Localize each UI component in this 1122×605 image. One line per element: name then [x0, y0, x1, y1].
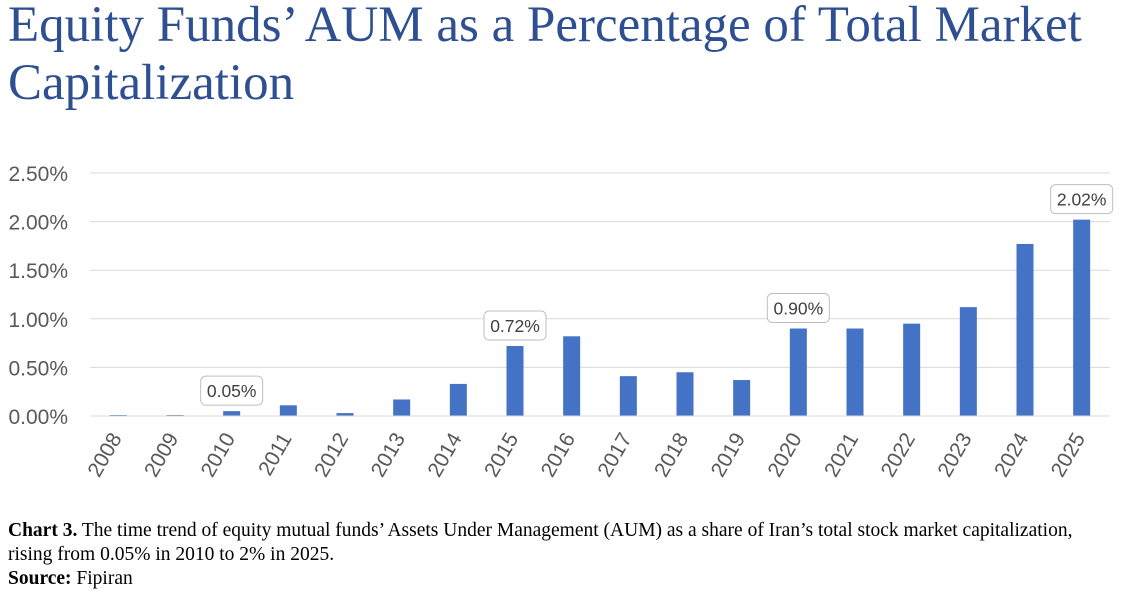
- bar-2019: [733, 380, 751, 416]
- bar-2021: [846, 328, 864, 416]
- source-label: Source:: [8, 568, 72, 589]
- bar-2016: [563, 336, 581, 416]
- chart-caption: Chart 3. The time trend of equity mutual…: [8, 519, 1108, 591]
- bar-2018: [676, 372, 694, 416]
- x-tick-label: 2010: [197, 429, 240, 481]
- data-label-box: [1050, 184, 1114, 215]
- x-tick-label: 2009: [140, 429, 183, 481]
- x-tick-label: 2015: [480, 429, 523, 481]
- bar-2013: [393, 399, 411, 416]
- source-text: Fipiran: [71, 568, 133, 589]
- data-label-2015: 0.72%: [483, 310, 547, 341]
- source-line: Source: Fipiran: [8, 567, 1108, 591]
- y-tick-label: 2.00%: [8, 212, 68, 235]
- bar-2017: [619, 376, 637, 416]
- x-tick-label: 2018: [650, 429, 693, 481]
- data-label-box: [483, 310, 547, 341]
- bar-2020: [789, 328, 807, 416]
- caption-text: The time trend of equity mutual funds’ A…: [8, 520, 1073, 565]
- x-tick-label: 2012: [310, 429, 353, 481]
- x-tick-label: 2020: [763, 429, 806, 481]
- x-tick-label: 2016: [537, 429, 580, 481]
- data-label-text: 0.72%: [490, 316, 540, 336]
- y-tick-label: 0.50%: [8, 357, 68, 380]
- y-tick-label: 0.00%: [8, 406, 68, 429]
- data-label-text: 0.90%: [774, 299, 824, 319]
- x-tick-label: 2021: [820, 429, 863, 481]
- x-tick-label: 2023: [933, 429, 976, 481]
- bar-2023: [959, 307, 977, 416]
- caption-label: Chart 3.: [8, 520, 78, 541]
- data-label-box: [200, 375, 264, 406]
- bar-chart: 0.00% 0.50% 1.00% 1.50% 2.00% 2.50% 2008 2009 20…: [8, 163, 1114, 481]
- chart-title: Equity Funds’ AUM as a Percentage of Tot…: [8, 0, 1082, 111]
- x-tick-label: 2022: [877, 429, 920, 481]
- x-tick-label: 2014: [423, 429, 466, 481]
- bar-2024: [1016, 243, 1034, 416]
- x-tick-label: 2024: [990, 429, 1033, 481]
- x-tick-label: 2025: [1047, 429, 1090, 481]
- x-tick-label: 2017: [593, 429, 636, 481]
- y-tick-label: 1.00%: [8, 309, 68, 332]
- data-label-2025: 2.02%: [1050, 184, 1114, 215]
- x-tick-label: 2011: [254, 429, 297, 480]
- x-tick-label: 2019: [707, 429, 750, 481]
- data-label-2020: 0.90%: [766, 293, 830, 324]
- caption-body: Chart 3. The time trend of equity mutual…: [8, 519, 1108, 567]
- data-label-box: [766, 293, 830, 324]
- data-label-text: 0.05%: [207, 381, 257, 401]
- x-tick-label: 2008: [83, 429, 126, 481]
- bar-2014: [449, 383, 467, 416]
- bar-2010: [223, 411, 241, 416]
- bar-2025: [1073, 219, 1091, 416]
- data-label-text: 2.02%: [1057, 190, 1107, 210]
- bar-2012: [336, 413, 354, 416]
- y-tick-label: 1.50%: [8, 260, 68, 283]
- x-tick-label: 2013: [367, 429, 410, 481]
- bar-2015: [506, 346, 524, 416]
- bar-2022: [903, 323, 921, 416]
- y-tick-label: 2.50%: [8, 163, 68, 186]
- data-label-2010: 0.05%: [200, 375, 264, 406]
- bar-2011: [279, 405, 297, 416]
